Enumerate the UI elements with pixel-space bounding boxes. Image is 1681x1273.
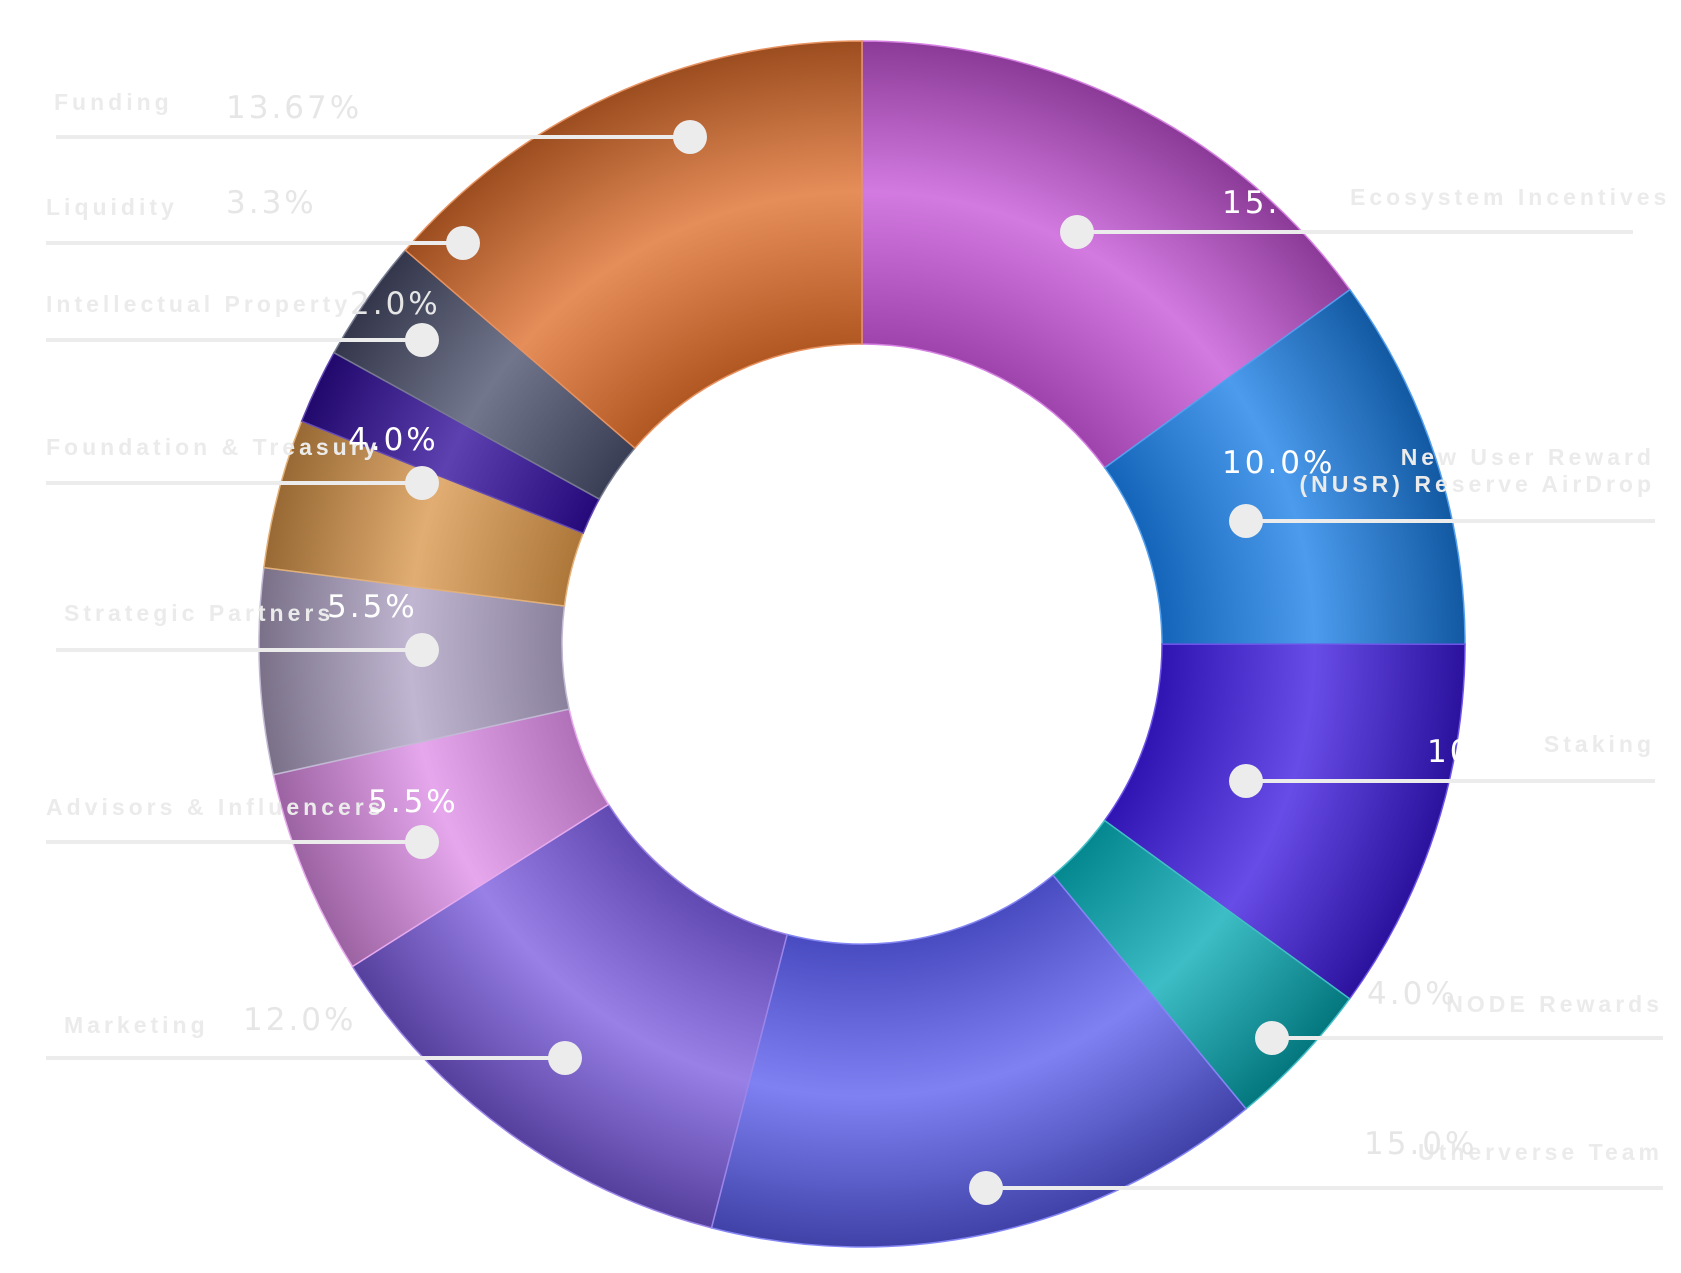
slice-value-label: 5.5% xyxy=(368,784,459,820)
slice-value-label: 5.5% xyxy=(327,589,418,625)
slice-value-label: 13.67% xyxy=(226,90,362,126)
slice-label: Foundation & Treasury xyxy=(46,434,380,460)
slice-new-user-reward-nusr-reserve-airdrop xyxy=(1103,288,1466,646)
slice-label: (NUSR) Reserve AirDrop xyxy=(1299,471,1655,497)
donut-slices xyxy=(258,40,1466,1248)
slice-marketing xyxy=(351,803,789,1229)
slice-value-label: 12.0% xyxy=(243,1002,356,1038)
slice-value-label: 10.0% xyxy=(1222,445,1335,481)
slice-funding xyxy=(404,40,863,450)
leader-dot xyxy=(405,466,439,500)
slice-value-label: 2.0% xyxy=(350,286,441,322)
slice-value-label: 10.0% xyxy=(1427,734,1540,770)
slice-value-label: 4.0% xyxy=(1367,976,1458,1012)
slice-labels: Ecosystem Incentives 15.0% New User Reward… xyxy=(46,89,1670,1165)
slice-utherverse-team xyxy=(710,874,1248,1248)
leader-dot xyxy=(446,226,480,260)
leader-dot xyxy=(969,1171,1003,1205)
slice-label: Liquidity xyxy=(46,194,178,220)
slice-label: Marketing xyxy=(64,1012,209,1038)
leader-dot xyxy=(1229,504,1263,538)
slice-label: Intellectual Property xyxy=(46,291,351,317)
leader-dot xyxy=(1255,1021,1289,1055)
slice-label: Funding xyxy=(54,89,173,115)
slice-value-label: 4.0% xyxy=(348,422,439,458)
leader-dot xyxy=(405,825,439,859)
leader-dot xyxy=(1060,215,1094,249)
slice-label: New User Reward xyxy=(1401,444,1655,470)
slice-label: Ecosystem Incentives xyxy=(1350,184,1670,210)
slice-ecosystem-incentives xyxy=(861,40,1351,469)
leader-dot xyxy=(1229,764,1263,798)
slice-value-label: 15.0% xyxy=(1222,185,1335,221)
slice-staking xyxy=(1103,643,1466,1000)
slice-value-label: 3.3% xyxy=(226,185,317,221)
leader-dot xyxy=(405,633,439,667)
leader-dot xyxy=(548,1041,582,1075)
slice-label: Staking xyxy=(1544,731,1655,757)
slice-label: Strategic Partners xyxy=(64,600,334,626)
leader-dot xyxy=(673,120,707,154)
slice-label: Advisors & Influencers xyxy=(46,794,385,820)
slice-value-label: 15.0% xyxy=(1364,1126,1477,1162)
leader-lines xyxy=(46,120,1663,1205)
leader-dot xyxy=(405,323,439,357)
slice-label: NODE Rewards xyxy=(1446,991,1663,1017)
slice-label: Utherverse Team xyxy=(1418,1139,1663,1165)
